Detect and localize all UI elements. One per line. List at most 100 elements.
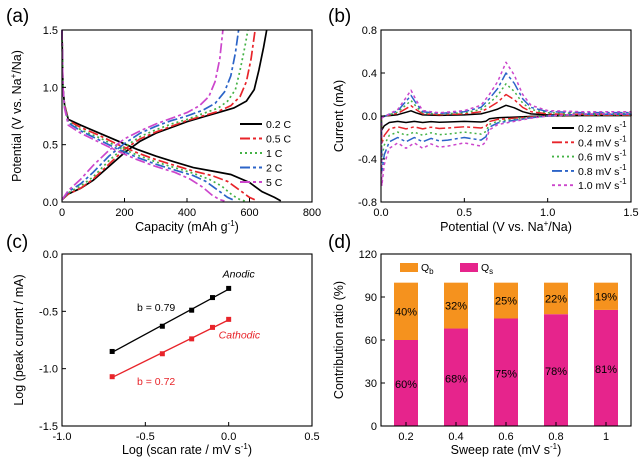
b-series-1 — [380, 93, 632, 145]
a-series-2-charge — [61, 29, 249, 201]
b-legend-label-3-script: -1 — [619, 163, 627, 172]
d-xlabel: Sweep rate (mV s-1) — [451, 442, 562, 457]
a-series-1-discharge — [61, 29, 258, 202]
d-label-qb-0: 40% — [395, 306, 417, 318]
a-ylabel-tail: /Na) — [10, 50, 24, 74]
c-xlabel-main: Log (scan rate / mV s — [122, 443, 241, 457]
panel-c-frame — [61, 253, 313, 427]
d-label-qs-4: 81% — [595, 364, 617, 376]
d-xtick-label: 0.6 — [498, 431, 513, 443]
c-xtick-label: -1.0 — [53, 431, 72, 443]
d-xlabel-tail: ) — [557, 443, 561, 457]
c-series-name-anodic: Anodic — [222, 268, 256, 280]
d-label-qb-1: 32% — [445, 301, 467, 313]
d-label-qb-3: 22% — [545, 293, 567, 305]
a-legend-label-2: 1 C — [266, 148, 283, 160]
a-xlabel-main: Capacity (mAh g — [135, 220, 227, 234]
a-ytick-label: 0.5 — [43, 140, 58, 152]
panel-a-label: (a) — [6, 6, 29, 27]
c-point-0-3 — [210, 295, 215, 301]
a-ytick-label: 1.5 — [43, 25, 58, 37]
b-ytick-label: 0.8 — [362, 25, 377, 37]
a-xtick-label: 200 — [115, 207, 133, 219]
c-ylabel: Log (peak current / mA) — [12, 274, 26, 405]
d-ytick-label: 60 — [365, 335, 377, 347]
d-bar-qs-1 — [444, 328, 468, 426]
d-bar-qs-4 — [594, 309, 618, 426]
d-xtick-label: 1 — [603, 431, 609, 443]
c-point-1-2 — [189, 336, 195, 342]
d-bar-qb-3 — [544, 282, 568, 315]
b-legend-label-2-main: 0.6 mV s — [578, 152, 619, 164]
d-label-qb-4: 19% — [595, 291, 617, 303]
d-xtick-label: 0.2 — [398, 431, 413, 443]
b-legend-label-1-main: 0.4 mV s — [578, 137, 619, 149]
b-ytick-label: -0.8 — [358, 197, 377, 209]
b-xtick-label: 0.0 — [373, 207, 388, 219]
c-b-label-anodic: b = 0.79 — [137, 302, 175, 314]
d-ylabel-main: Contribution ratio (%) — [332, 281, 346, 399]
a-xlabel-tail: ) — [235, 220, 239, 234]
b-legend-label-2: 0.6 mV s-1 — [578, 149, 627, 164]
c-point-1-1 — [159, 351, 165, 357]
d-bar-qs-0 — [394, 340, 418, 426]
c-xlabel-tail: ) — [248, 443, 252, 457]
b-legend-label-1: 0.4 mV s-1 — [578, 134, 627, 149]
d-label-qb-2: 25% — [495, 296, 517, 308]
b-ylabel-main: Current (mA) — [332, 80, 346, 152]
d-xlabel-main: Sweep rate (mV s — [451, 443, 550, 457]
a-series-0-charge — [61, 29, 268, 201]
b-legend-label-4-script: -1 — [619, 177, 627, 186]
d-legend-label-qb-main: Q — [421, 262, 429, 274]
a-series-1-charge — [61, 29, 256, 201]
d-label-qs-0: 60% — [395, 379, 417, 391]
d-xtick-label: 0.4 — [448, 431, 463, 443]
a-legend-label-3: 2 C — [266, 163, 283, 175]
b-xlabel: Potential (V vs. Na+/Na) — [440, 219, 572, 234]
b-series-2 — [380, 83, 632, 159]
c-xlabel-script: -1 — [241, 442, 249, 451]
c-ytick-label: -0.5 — [39, 306, 58, 318]
b-legend-label-3-main: 0.8 mV s — [578, 166, 619, 178]
d-legend-label-qs: Qs — [481, 262, 493, 276]
panel-d: (d) 60% 40% 0.2 68% 32% 0.4 75% 25% 0.6 78% 22% 0.8 8… — [328, 232, 632, 457]
d-label-qs-3: 78% — [545, 366, 567, 378]
a-legend-label-0: 0.2 C — [266, 119, 292, 131]
d-label-qs-1: 68% — [445, 373, 467, 385]
d-bar-qb-4 — [594, 282, 618, 310]
panel-c: (c) Anodic b = 0.79 Cathodic b = 0.72 -1.0 -0.… — [6, 232, 320, 457]
c-ytick-label: 0.0 — [43, 249, 58, 261]
d-bar-qs-3 — [544, 314, 568, 426]
a-legend-label-4: 5 C — [266, 177, 283, 189]
d-legend-swatch-qb — [400, 263, 418, 272]
b-legend-label-4-main: 1.0 mV s — [578, 180, 619, 192]
d-bar-qb-2 — [494, 282, 518, 319]
b-legend-label-3: 0.8 mV s-1 — [578, 163, 627, 178]
d-ytick-label: 120 — [359, 249, 377, 261]
b-xlabel-main: Potential (V vs. Na — [440, 220, 544, 234]
d-xlabel-script: -1 — [550, 442, 558, 451]
panel-d-label: (d) — [328, 232, 351, 253]
d-bar-qb-0 — [394, 282, 418, 340]
a-ytick-label: 0.0 — [43, 197, 58, 209]
c-point-1-4 — [226, 316, 232, 322]
b-xtick-label: 0.5 — [457, 207, 472, 219]
a-ylabel-script: + — [9, 73, 18, 78]
b-xlabel-script: + — [544, 219, 549, 228]
a-series-2-discharge — [61, 29, 246, 202]
d-legend-swatch-qs — [460, 263, 478, 272]
b-ytick-label: 0.4 — [362, 68, 377, 80]
a-xlabel-script: -1 — [228, 219, 236, 228]
c-point-1-3 — [210, 324, 215, 330]
c-ytick-label: -1.0 — [39, 364, 58, 376]
b-xlabel-tail: /Na) — [548, 220, 572, 234]
c-point-0-1 — [159, 323, 165, 329]
a-series-4-charge — [61, 29, 224, 201]
c-point-0-4 — [226, 285, 232, 291]
b-xtick-label: 1.0 — [540, 207, 555, 219]
d-xtick-label: 0.8 — [548, 431, 563, 443]
c-xtick-label: 0.5 — [304, 431, 319, 443]
a-xlabel: Capacity (mAh g-1) — [135, 219, 239, 234]
d-legend-label-qb: Qb — [421, 262, 434, 276]
